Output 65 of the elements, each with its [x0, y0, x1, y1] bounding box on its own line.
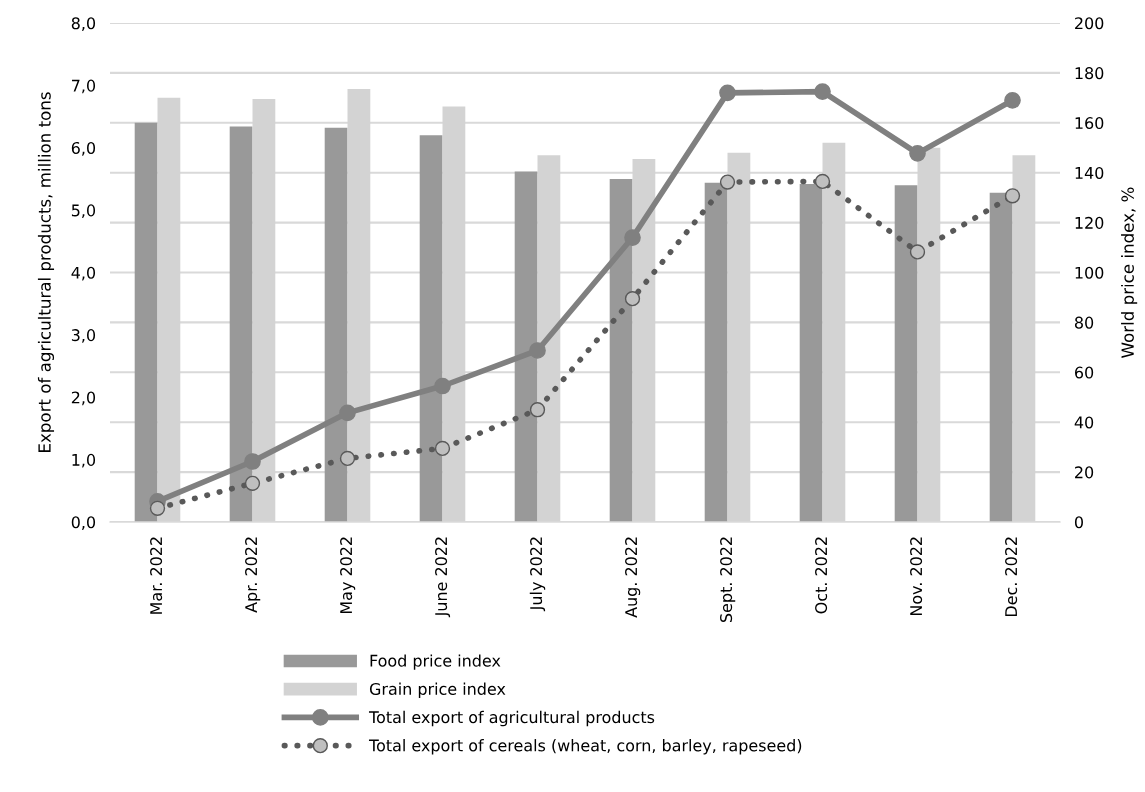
- y2-tick-label: 0: [1074, 516, 1083, 529]
- y-tick-label: 2,0: [71, 391, 96, 406]
- point: [814, 83, 831, 100]
- x-tick-label: Nov. 2022: [910, 537, 923, 616]
- legend-label: Total export of cereals (wheat, corn, barley, rapeseed): [368, 739, 802, 755]
- y2-tick-label: 40: [1074, 416, 1094, 429]
- y-tick-label: 7,0: [72, 79, 96, 94]
- bar: [419, 135, 443, 522]
- x-tick-label: May 2022: [340, 537, 356, 614]
- y-axis-title: Export of agricultural products, million tons: [37, 92, 55, 452]
- y2-tick-label: 140: [1075, 166, 1104, 179]
- bar: [134, 122, 158, 522]
- legend-label: Food price index: [370, 654, 501, 670]
- point: [719, 84, 736, 102]
- point: [244, 453, 261, 470]
- point: [1004, 188, 1021, 204]
- bar: [704, 182, 728, 522]
- point: [909, 244, 926, 260]
- y-tick-label: 1,0: [72, 453, 96, 468]
- y2-tick-label: 160: [1075, 117, 1104, 130]
- point: [529, 342, 546, 359]
- bar: [229, 126, 253, 522]
- point: [1004, 92, 1021, 109]
- point: [339, 404, 356, 422]
- x-tick-label: Aug. 2022: [625, 537, 641, 618]
- bar: [324, 127, 348, 522]
- x-tick-label: Sept. 2022: [720, 537, 736, 623]
- point: [339, 450, 356, 467]
- point: [909, 145, 926, 162]
- y2-tick-label: 60: [1075, 366, 1094, 379]
- y-tick-label: 6,0: [71, 141, 96, 156]
- y-tick-label: 0,0: [71, 516, 96, 530]
- x-tick-label: Oct. 2022: [815, 537, 828, 614]
- point: [814, 173, 831, 190]
- bar: [609, 178, 633, 522]
- y2-tick-label: 200: [1075, 17, 1104, 30]
- y2-tick-label: 100: [1075, 266, 1104, 279]
- point: [244, 475, 261, 491]
- legend-label: Total export of agricultural products: [368, 710, 655, 727]
- y2-tick-label: 80: [1074, 316, 1094, 329]
- point: [149, 500, 166, 516]
- x-tick-label: June 2022: [435, 537, 451, 618]
- bar: [799, 183, 823, 522]
- x-tick-label: July 2022: [529, 537, 546, 612]
- x-tick-label: Mar. 2022: [150, 537, 163, 614]
- x-tick-label: Dec. 2022: [1005, 537, 1018, 617]
- bar: [894, 185, 918, 522]
- point: [624, 291, 641, 307]
- bar: [514, 171, 538, 522]
- y2-tick-label: 120: [1075, 216, 1104, 229]
- y2-tick-label: 180: [1075, 67, 1104, 80]
- y-tick-label: 3,0: [71, 329, 96, 343]
- y-tick-label: 8,0: [71, 17, 96, 31]
- x-tick-label: Apr. 2022: [245, 537, 261, 613]
- point: [529, 402, 546, 418]
- y-tick-label: 5,0: [71, 204, 96, 219]
- y2-tick-label: 20: [1075, 466, 1094, 479]
- point: [434, 377, 451, 395]
- y-tick-label: 4,0: [71, 266, 96, 281]
- point: [434, 440, 451, 457]
- point: [719, 174, 736, 190]
- point: [624, 229, 641, 246]
- legend-label: Grain price index: [369, 682, 506, 699]
- y2-axis-title: World price index, %: [1121, 187, 1138, 358]
- bar: [989, 192, 1013, 522]
